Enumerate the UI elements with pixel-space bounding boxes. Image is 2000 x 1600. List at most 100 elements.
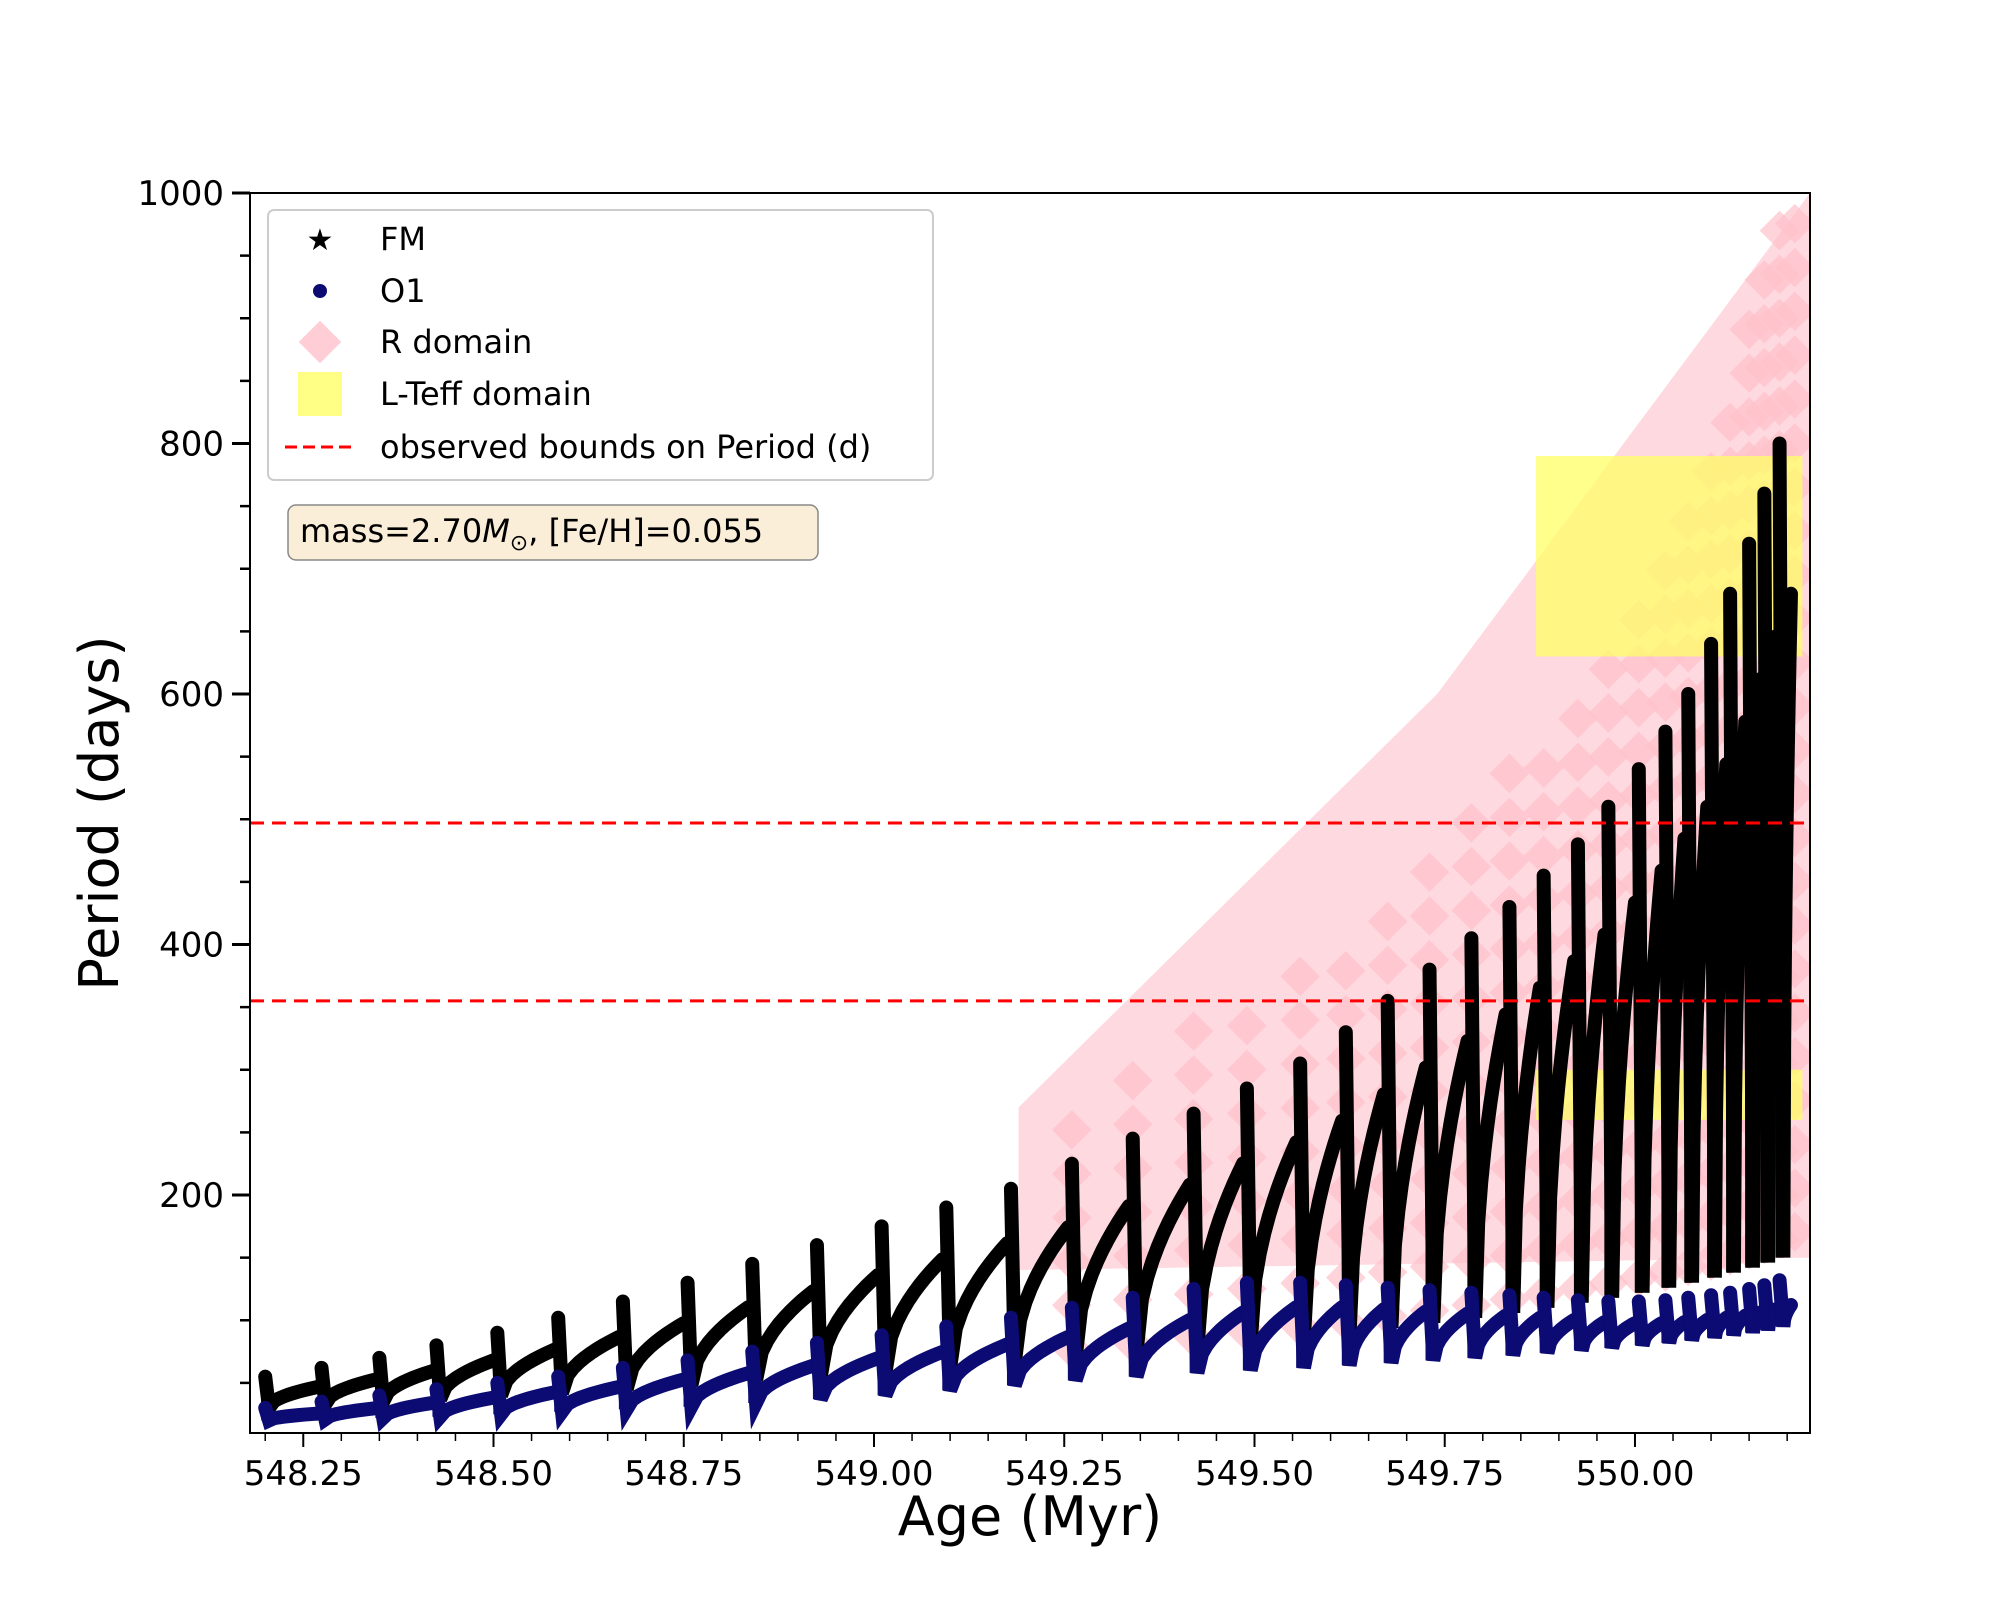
o1-track bbox=[1422, 1283, 1475, 1362]
r-domain-marker bbox=[1052, 1110, 1092, 1150]
square-icon bbox=[298, 372, 342, 416]
r-domain-marker bbox=[1588, 737, 1629, 777]
o1-track bbox=[809, 1335, 885, 1403]
fm-track bbox=[1239, 1081, 1304, 1344]
annotation-text: mass=2.70M⊙, [Fe/H]=0.055 bbox=[300, 512, 763, 556]
legend-label-o1: O1 bbox=[380, 272, 426, 310]
o1-track bbox=[1704, 1288, 1734, 1340]
fm-track bbox=[1186, 1106, 1251, 1349]
legend-label-l-teff-domain: L-Teff domain bbox=[380, 375, 592, 413]
r-domain-marker bbox=[1173, 1011, 1214, 1051]
legend-box bbox=[267, 209, 934, 481]
o1-track bbox=[1293, 1275, 1349, 1370]
o1-track bbox=[258, 1400, 325, 1431]
fm-track bbox=[1723, 586, 1753, 1273]
o1-track bbox=[429, 1382, 501, 1433]
o1-track bbox=[680, 1353, 756, 1431]
observed-bounds-layer bbox=[250, 821, 1810, 1003]
diamond-icon bbox=[298, 320, 342, 364]
fm-track bbox=[615, 1294, 691, 1392]
legend-label-fm: FM bbox=[380, 220, 426, 258]
fm-track bbox=[1658, 724, 1692, 1288]
o1-track bbox=[1601, 1294, 1642, 1350]
annotation-box: mass=2.70M⊙, [Fe/H]=0.055 bbox=[287, 504, 819, 561]
legend-item-fm: ★ FM bbox=[307, 220, 426, 258]
o1-track bbox=[1681, 1290, 1715, 1342]
legend-item-o1: O1 bbox=[313, 272, 426, 310]
r-domain-marker bbox=[1558, 742, 1598, 783]
fm-track bbox=[551, 1310, 627, 1396]
o1-track bbox=[1723, 1285, 1753, 1337]
fm-track bbox=[314, 1360, 383, 1425]
fm-track bbox=[809, 1238, 885, 1378]
o1-track bbox=[1772, 1273, 1798, 1328]
fm-track bbox=[1502, 899, 1547, 1313]
o1-track bbox=[1464, 1285, 1513, 1360]
o1-track bbox=[1125, 1290, 1197, 1379]
o1-track bbox=[874, 1328, 950, 1399]
o1-track bbox=[1380, 1280, 1433, 1365]
fm-track bbox=[1570, 837, 1612, 1303]
fm-track bbox=[939, 1200, 1015, 1369]
fm-track bbox=[258, 1369, 325, 1427]
o1-track bbox=[1536, 1290, 1582, 1355]
y-tick-label: 1000 bbox=[137, 174, 224, 214]
r-domain-marker bbox=[1409, 939, 1450, 980]
fm-track bbox=[680, 1275, 756, 1387]
o1-track bbox=[1742, 1281, 1768, 1334]
fm-track bbox=[1380, 993, 1433, 1329]
r-domain-marker bbox=[1173, 1055, 1214, 1095]
o1-track bbox=[551, 1369, 627, 1431]
fm-track bbox=[1064, 1156, 1136, 1359]
fm-track bbox=[1631, 762, 1669, 1293]
r-domain-marker bbox=[1227, 1005, 1267, 1046]
fm-track bbox=[1536, 868, 1582, 1308]
o1-series-layer bbox=[258, 1273, 1798, 1433]
r-domain-marker bbox=[1489, 797, 1530, 838]
fm-track bbox=[874, 1219, 950, 1374]
r-domain-marker bbox=[1588, 649, 1629, 690]
fm-track bbox=[1338, 1025, 1391, 1334]
o1-track bbox=[939, 1319, 1015, 1393]
fm-track bbox=[1601, 799, 1642, 1298]
legend-label-r-domain: R domain bbox=[380, 323, 532, 361]
y-tick-label: 800 bbox=[159, 425, 224, 465]
fm-track bbox=[490, 1325, 562, 1398]
r-domain-marker bbox=[1489, 841, 1530, 881]
legend-item-observed-bounds: observed bounds on Period (d) bbox=[285, 428, 871, 466]
fm-track bbox=[1422, 962, 1475, 1324]
r-domain-marker bbox=[1367, 901, 1408, 942]
r-domain-marker bbox=[1489, 753, 1530, 794]
r-domain-marker bbox=[1367, 945, 1408, 986]
r-domain-marker bbox=[1112, 1060, 1153, 1101]
x-tick-label: 549.00 bbox=[815, 1454, 934, 1494]
o1-track bbox=[372, 1388, 440, 1433]
r-domain-marker bbox=[1618, 731, 1659, 772]
y-tick-label: 400 bbox=[159, 926, 224, 966]
x-axis-label: Age (Myr) bbox=[898, 1485, 1163, 1548]
r-domain-marker bbox=[1523, 748, 1564, 788]
plot-frame bbox=[249, 192, 1811, 1434]
r-domain-marker bbox=[1588, 693, 1629, 733]
r-domain-marker bbox=[1280, 1000, 1320, 1040]
fm-track bbox=[429, 1338, 501, 1402]
y-tick-label: 600 bbox=[159, 675, 224, 715]
o1-track bbox=[1631, 1294, 1669, 1348]
o1-track bbox=[1658, 1293, 1692, 1345]
x-axis: 548.25 548.50 548.75 549.00 549.25 549.50 549.… bbox=[244, 1433, 1788, 1494]
fm-track bbox=[1704, 636, 1734, 1278]
o1-track bbox=[1570, 1293, 1612, 1353]
r-domain-marker bbox=[1451, 890, 1492, 931]
r-domain-marker bbox=[1409, 852, 1450, 892]
legend: ★ FM O1 R domain L-Teff domain observed … bbox=[267, 209, 934, 481]
r-domain-marker bbox=[1618, 687, 1659, 728]
legend-label-observed-bounds: observed bounds on Period (d) bbox=[380, 428, 871, 466]
x-tick-label: 549.25 bbox=[1005, 1454, 1124, 1494]
circle-icon bbox=[313, 284, 327, 298]
fm-track bbox=[1293, 1056, 1349, 1339]
o1-track bbox=[1502, 1288, 1547, 1357]
fm-track bbox=[1125, 1131, 1197, 1354]
star-icon: ★ bbox=[307, 223, 334, 258]
y-axis: 200 400 600 800 1000 bbox=[137, 174, 250, 1385]
